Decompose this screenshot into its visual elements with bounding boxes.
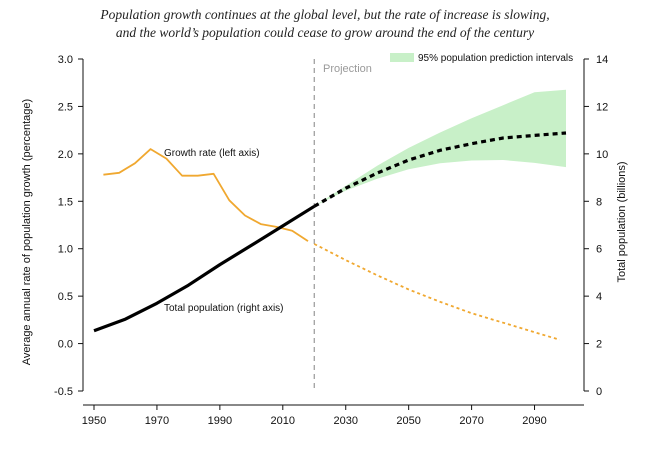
- y-left-tick-label: 2.0: [58, 149, 73, 161]
- x-tick-label: 2070: [459, 415, 483, 427]
- y-right-tick-label: 8: [596, 196, 602, 208]
- population-line: [93, 204, 316, 333]
- x-tick-label: 1950: [82, 415, 106, 427]
- axes: -0.5 0.0 0.5 1.0 1.5 2.0 2.5 3.0 0 2 4 6 8 10 12 14 1950…: [54, 54, 608, 427]
- chart-title-line2: and the world’s population could cease t…: [115, 25, 535, 40]
- y-right-tick-label: 14: [596, 54, 608, 66]
- x-tick-label: 2090: [522, 415, 546, 427]
- x-tick-label: 1990: [208, 415, 232, 427]
- population-projection-line: [313, 131, 567, 208]
- y-right-tick-label: 10: [596, 149, 608, 161]
- y-left-tick-label: 3.0: [58, 54, 73, 66]
- y-right-tick-label: 12: [596, 101, 608, 113]
- y-axis-left-title: Average annual rate of population growth…: [21, 99, 33, 365]
- y-left-tick-label: 0.5: [58, 291, 73, 303]
- x-tick-label: 2010: [271, 415, 295, 427]
- growth-rate-series-label: Growth rate (left axis): [164, 148, 260, 159]
- chart-title: Population growth continues at the globa…: [0, 6, 650, 42]
- growth-rate-projection-line: [313, 243, 560, 341]
- y-left-tick-label: 2.5: [58, 101, 73, 113]
- y-left-tick-label: -0.5: [54, 386, 73, 398]
- y-left-tick-label: 0.0: [58, 339, 73, 351]
- x-tick-label: 1970: [145, 415, 169, 427]
- y-right-tick-label: 6: [596, 244, 602, 256]
- legend-label: 95% population prediction intervals: [418, 53, 573, 64]
- growth-rate-line: [103, 148, 309, 242]
- y-right-tick-label: 2: [596, 339, 602, 351]
- chart-title-line1: Population growth continues at the globa…: [100, 7, 550, 22]
- y-left-tick-label: 1.0: [58, 244, 73, 256]
- x-tick-label: 2050: [396, 415, 420, 427]
- y-right-tick-label: 4: [596, 291, 602, 303]
- y-right-tick-label: 0: [596, 386, 602, 398]
- projection-label: Projection: [323, 63, 372, 75]
- legend-swatch: [390, 53, 414, 62]
- population-series-label: Total population (right axis): [164, 303, 284, 314]
- plot-area: [93, 59, 567, 391]
- prediction-interval-band: [314, 89, 566, 207]
- y-left-tick-label: 1.5: [58, 196, 73, 208]
- y-axis-right-title: Total population (billions): [616, 161, 628, 282]
- x-tick-label: 2030: [333, 415, 357, 427]
